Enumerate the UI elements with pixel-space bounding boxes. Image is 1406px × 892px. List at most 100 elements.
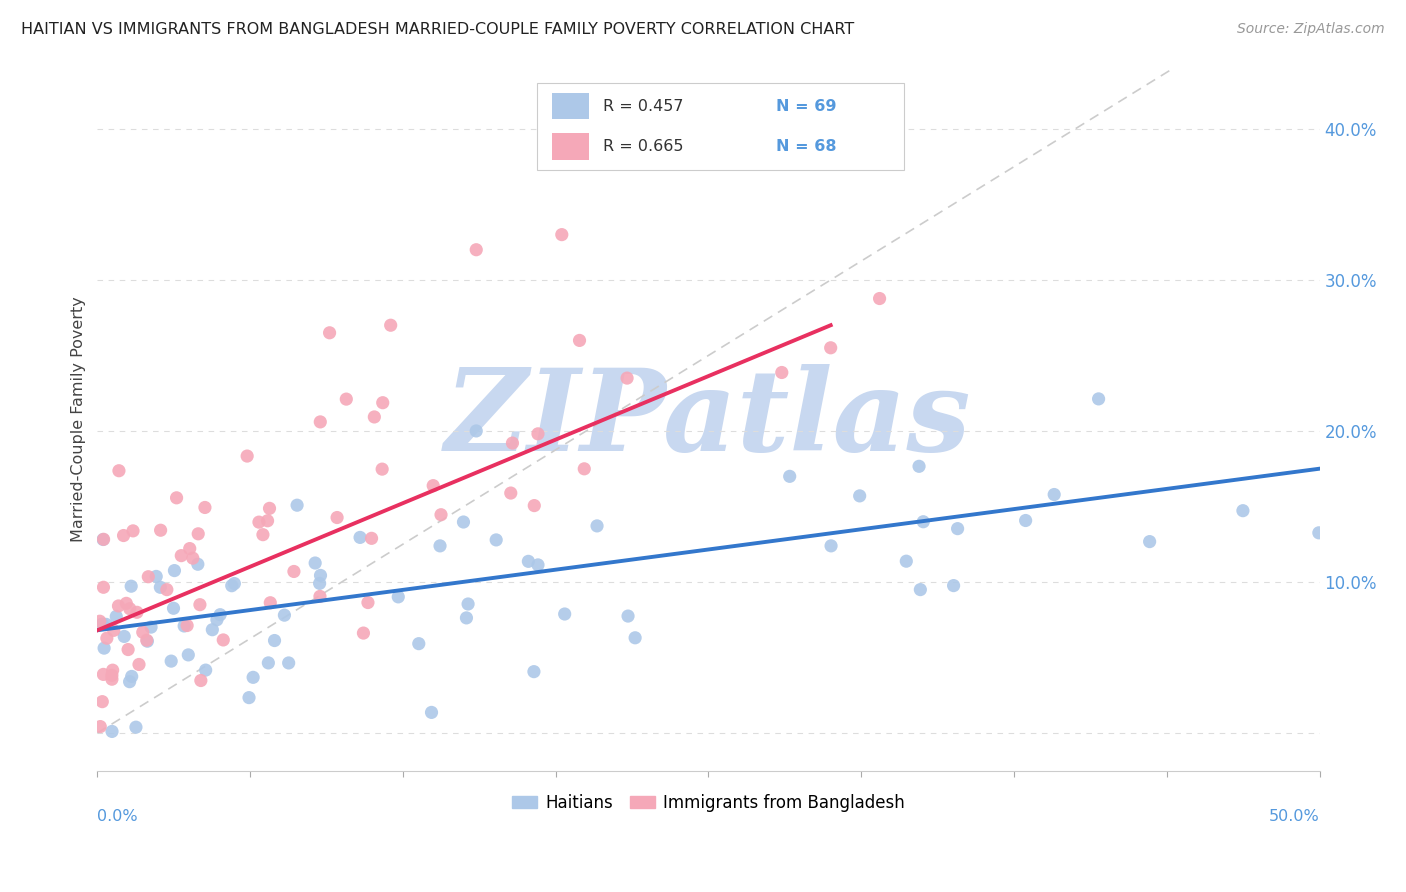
Point xyxy=(371,462,394,476)
Point xyxy=(91,695,114,709)
Point xyxy=(912,515,935,529)
Point xyxy=(252,527,274,541)
Point xyxy=(256,514,278,528)
Point xyxy=(115,596,138,610)
Point xyxy=(309,415,332,429)
Point xyxy=(277,656,299,670)
Point xyxy=(112,528,135,542)
Point xyxy=(212,632,235,647)
Point xyxy=(517,554,540,568)
Point xyxy=(304,556,326,570)
Point xyxy=(942,578,965,592)
Point xyxy=(616,371,638,385)
Point xyxy=(465,243,488,257)
Point xyxy=(429,539,451,553)
Point xyxy=(89,720,111,734)
Point xyxy=(309,590,332,604)
Point xyxy=(107,599,129,613)
Point xyxy=(363,409,385,424)
Y-axis label: Married-Couple Family Poverty: Married-Couple Family Poverty xyxy=(72,297,86,542)
Text: Source: ZipAtlas.com: Source: ZipAtlas.com xyxy=(1237,22,1385,37)
Point xyxy=(187,558,209,572)
Point xyxy=(201,623,224,637)
Text: 0.0%: 0.0% xyxy=(97,809,138,824)
Point xyxy=(238,690,260,705)
Point xyxy=(132,625,155,640)
Point xyxy=(135,633,157,648)
Point xyxy=(1308,525,1330,540)
Point xyxy=(122,524,145,538)
Point xyxy=(586,519,609,533)
Point xyxy=(422,478,444,492)
Text: HAITIAN VS IMMIGRANTS FROM BANGLADESH MARRIED-COUPLE FAMILY POVERTY CORRELATION : HAITIAN VS IMMIGRANTS FROM BANGLADESH MA… xyxy=(21,22,855,37)
Point xyxy=(259,501,281,516)
Point xyxy=(170,549,193,563)
Point xyxy=(166,491,188,505)
Point xyxy=(523,499,546,513)
Point xyxy=(523,665,546,679)
Point xyxy=(136,570,159,584)
Point xyxy=(357,596,380,610)
Point xyxy=(118,601,141,615)
Point xyxy=(457,597,479,611)
Point xyxy=(187,526,209,541)
Point xyxy=(352,626,374,640)
Point xyxy=(896,554,918,568)
Point xyxy=(420,706,443,720)
Point xyxy=(93,580,115,594)
Point xyxy=(101,668,124,682)
Point xyxy=(128,657,150,672)
Point xyxy=(263,633,285,648)
Point xyxy=(273,608,295,623)
Point xyxy=(173,619,195,633)
Point xyxy=(848,489,870,503)
Point xyxy=(499,486,522,500)
Point xyxy=(188,598,211,612)
Point xyxy=(779,469,801,483)
Point xyxy=(371,395,394,409)
Point xyxy=(617,609,640,624)
Point xyxy=(770,366,793,380)
Point xyxy=(453,515,475,529)
Point xyxy=(624,631,647,645)
Point xyxy=(380,318,402,333)
Point xyxy=(96,617,118,632)
Point xyxy=(136,634,159,648)
Point xyxy=(91,533,114,547)
Point xyxy=(181,551,204,566)
Point xyxy=(112,630,135,644)
Point xyxy=(89,614,111,628)
Point xyxy=(118,674,141,689)
Point xyxy=(1139,534,1161,549)
Legend: Haitians, Immigrants from Bangladesh: Haitians, Immigrants from Bangladesh xyxy=(505,788,911,819)
Point xyxy=(408,637,430,651)
Point xyxy=(910,582,932,597)
Point xyxy=(105,609,128,624)
Point xyxy=(103,624,125,638)
Point xyxy=(387,590,409,604)
Point xyxy=(465,424,488,438)
Point xyxy=(194,500,217,515)
Point xyxy=(108,464,131,478)
Point xyxy=(242,670,264,684)
Point xyxy=(117,642,139,657)
Point xyxy=(309,568,332,582)
Point xyxy=(527,426,550,441)
Point xyxy=(93,667,115,681)
Point xyxy=(820,341,842,355)
Point xyxy=(501,436,523,450)
Point xyxy=(177,648,200,662)
Text: 50.0%: 50.0% xyxy=(1268,809,1320,824)
Point xyxy=(224,576,246,591)
Point xyxy=(1087,392,1109,406)
Point xyxy=(259,596,281,610)
Point xyxy=(257,656,280,670)
Point xyxy=(527,558,550,572)
Point xyxy=(285,498,308,512)
Point xyxy=(93,533,115,547)
Point xyxy=(318,326,340,340)
Point xyxy=(209,607,232,622)
Point xyxy=(125,720,148,734)
Point xyxy=(91,617,114,632)
Point xyxy=(1014,514,1036,528)
